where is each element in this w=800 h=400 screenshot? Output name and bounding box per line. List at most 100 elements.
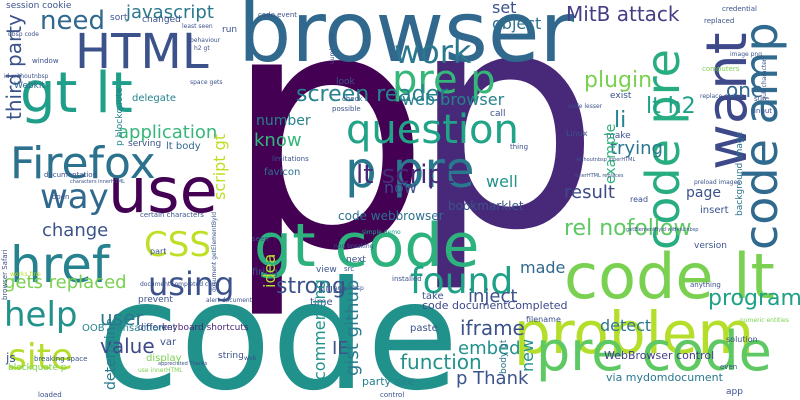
word: getElementById withoutnbsp [626, 227, 699, 233]
word: determine [103, 317, 119, 390]
word: limitations [272, 155, 309, 163]
word: changed [142, 15, 181, 25]
word: app [726, 387, 743, 397]
word: anything [690, 281, 721, 289]
word: inject [468, 286, 518, 307]
word: question [346, 107, 519, 153]
word: gt code [254, 211, 480, 281]
word: use innerHTML [138, 367, 183, 374]
word: party site [362, 375, 415, 388]
word: documentCompleted code [140, 281, 220, 288]
word: js [6, 351, 16, 365]
word: problem [514, 299, 754, 367]
word: user [100, 306, 144, 330]
word: browser Safari [1, 249, 9, 300]
word: lt body [166, 141, 201, 152]
word: code lesser [568, 103, 603, 110]
word: pre code [536, 320, 772, 383]
word: favicon [264, 167, 301, 178]
word: paste [410, 323, 438, 334]
word: run [222, 25, 238, 35]
word: h2 gt [194, 45, 210, 52]
word: plugin [584, 68, 653, 93]
word: display [146, 353, 182, 364]
word: behaviour [190, 37, 221, 44]
word: Webkit [14, 81, 45, 91]
word: amp nbsp [334, 285, 364, 292]
word: code event [258, 11, 298, 19]
word: least seen [182, 23, 213, 30]
word: lt h2 [646, 94, 696, 119]
word: non breaking [334, 243, 374, 250]
word: well [486, 172, 518, 191]
word: code webbrowser [338, 209, 444, 223]
word: next [346, 255, 366, 265]
word: trying [610, 138, 663, 159]
word: time [310, 297, 333, 308]
word: pre p [392, 57, 496, 103]
word: now [384, 178, 418, 197]
word: detect [600, 316, 652, 335]
word: p blockquote [115, 87, 125, 146]
word: p [410, 0, 601, 296]
word: NULL [318, 285, 344, 296]
word: seen [252, 235, 269, 243]
word: uuml code [329, 32, 336, 65]
word: value [100, 334, 155, 358]
word: replace certain [700, 93, 746, 100]
word: WebBrowser control [604, 349, 715, 362]
word: web browser [402, 90, 505, 109]
word: commenting [310, 279, 329, 380]
word: found [410, 261, 514, 302]
word: body gt [499, 339, 509, 374]
word: p [222, 0, 432, 323]
word: HTML [75, 24, 209, 80]
word: Firefox [10, 138, 156, 189]
word: bookmarklet [448, 199, 524, 213]
word: control [380, 391, 405, 399]
word: blockquote p [8, 363, 67, 373]
word: documentation [44, 171, 98, 179]
word: gets replaced [4, 272, 127, 293]
word: OOB Transaction [82, 323, 165, 334]
word: result [564, 182, 615, 203]
word: space gets [190, 79, 223, 86]
word: delegate [132, 93, 176, 104]
word: characters innerHTML [70, 179, 125, 185]
word: check [342, 95, 363, 103]
word: installed [392, 275, 422, 283]
word: script gt [210, 133, 229, 200]
word: code [97, 250, 459, 400]
word: embed [458, 338, 521, 359]
word: application [118, 122, 218, 143]
word: made [520, 258, 566, 277]
word: site [8, 337, 74, 378]
word: prevent [138, 295, 173, 305]
word: withoutnbsp innerHTML [576, 157, 636, 163]
word: know [254, 130, 302, 151]
word: preload images [694, 179, 741, 186]
word: window [32, 57, 59, 65]
word: number [256, 113, 311, 129]
word: idea [260, 253, 279, 288]
word: credential [722, 5, 757, 13]
word: replaced [704, 17, 735, 25]
word: MitB attack [566, 2, 680, 26]
word: version [694, 241, 727, 251]
word: read [630, 195, 649, 204]
word: computers [702, 65, 740, 73]
word: using [148, 265, 235, 303]
word: make [606, 131, 631, 141]
word: iframe [460, 316, 525, 340]
word: href [10, 236, 110, 294]
word: image png [730, 51, 763, 58]
word: nbsp code [8, 31, 39, 38]
word: possible [332, 105, 361, 113]
word: alert document [206, 297, 253, 304]
word: look [336, 77, 355, 87]
word: take [422, 291, 444, 302]
word: string [218, 351, 244, 361]
word: innerHTML replaces [574, 173, 624, 179]
word: breaking space [34, 355, 88, 363]
